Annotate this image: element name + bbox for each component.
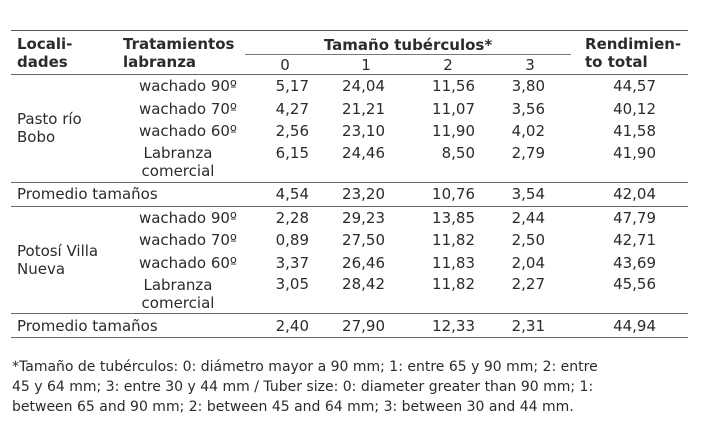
average-value: 2,31	[489, 313, 572, 338]
location-cell: Pasto río Bobo	[11, 74, 121, 182]
table-footnote: *Tamaño de tubérculos: 0: diámetro mayor…	[12, 357, 702, 417]
treatment-cell: Labranza comercial	[141, 275, 215, 312]
total-cell: 47,79	[613, 208, 657, 227]
value-cell: 13,85	[432, 208, 475, 227]
average-value: 12,33	[407, 313, 489, 338]
value-cell: 24,04	[325, 74, 407, 98]
average-value: 4,54	[245, 181, 325, 207]
value-cell: 11,82	[432, 275, 475, 293]
value-cell: 3,56	[511, 99, 546, 118]
header-size-1: 1	[361, 55, 371, 74]
footnote-text: *Tamaño de tubérculos: 0: diámetro mayor…	[12, 359, 598, 415]
average-value: 3,54	[489, 181, 572, 207]
value-cell: 3,05	[275, 275, 309, 293]
value-cell: 11,83	[432, 253, 475, 272]
value-cell: 11,56	[407, 74, 489, 98]
header-rendimiento: Rendimien- to total	[571, 30, 689, 75]
value-cell: 2,44	[511, 208, 546, 227]
treatment-cell: wachado 60º	[138, 122, 237, 141]
total-cell: 45,56	[613, 275, 657, 293]
header-size-0: 0	[280, 55, 290, 74]
value-cell: 4,02	[511, 122, 546, 141]
value-cell: 2,27	[511, 275, 546, 293]
location-cell: Potosí Villa Nueva	[17, 241, 99, 278]
average-value: 27,90	[325, 313, 407, 338]
treatment-cell: wachado 60º	[138, 253, 237, 272]
total-cell: 43,69	[613, 253, 657, 272]
value-cell: 2,56	[275, 122, 309, 141]
value-cell: 5,17	[245, 74, 325, 98]
value-cell: 11,90	[432, 122, 475, 141]
value-cell: 4,27	[275, 99, 309, 118]
average-value: 23,20	[325, 181, 407, 207]
value-cell: 24,46	[342, 143, 385, 162]
average-value: 2,40	[245, 313, 325, 338]
average-label: Promedio tamaños	[11, 313, 245, 338]
value-cell: 26,46	[342, 253, 385, 272]
average-label: Promedio tamaños	[11, 181, 245, 207]
header-tamano: Tamaño tubérculos*	[245, 30, 572, 55]
total-cell: 40,12	[613, 99, 657, 118]
treatment-cell: wachado 90º	[121, 74, 245, 98]
header-size-3: 3	[525, 55, 535, 74]
treatment-cell: wachado 90º	[138, 208, 237, 227]
treatment-cell: Labranza comercial	[141, 144, 215, 180]
treatment-cell: wachado 70º	[138, 231, 237, 250]
value-cell: 3,80	[489, 74, 572, 98]
value-cell: 6,15	[275, 143, 309, 162]
value-cell: 2,50	[511, 231, 546, 250]
value-cell: 2,28	[275, 208, 309, 227]
value-cell: 3,37	[275, 253, 309, 272]
value-cell: 2,04	[511, 253, 546, 272]
average-total: 42,04	[571, 181, 689, 207]
average-value: 10,76	[407, 181, 489, 207]
value-cell: 0,89	[275, 231, 309, 250]
value-cell: 11,82	[432, 231, 475, 250]
treatment-cell: wachado 70º	[138, 99, 237, 118]
total-cell: 41,90	[613, 143, 657, 162]
average-total: 44,94	[571, 313, 689, 338]
header-tratamientos: Tratamientos labranza	[121, 30, 245, 75]
header-localidades: Locali- dades	[11, 30, 121, 75]
value-cell: 28,42	[342, 275, 385, 293]
total-cell: 44,57	[571, 74, 689, 98]
header-size-2: 2	[443, 55, 453, 74]
yield-table: Locali- dades Tratamientos labranza Tama…	[11, 30, 689, 338]
total-cell: 41,58	[613, 122, 657, 141]
value-cell: 8,50	[441, 143, 475, 162]
value-cell: 21,21	[342, 99, 385, 118]
value-cell: 29,23	[342, 208, 385, 227]
value-cell: 27,50	[342, 231, 385, 250]
value-cell: 23,10	[342, 122, 385, 141]
total-cell: 42,71	[613, 231, 657, 250]
value-cell: 2,79	[511, 143, 546, 162]
value-cell: 11,07	[432, 99, 475, 118]
